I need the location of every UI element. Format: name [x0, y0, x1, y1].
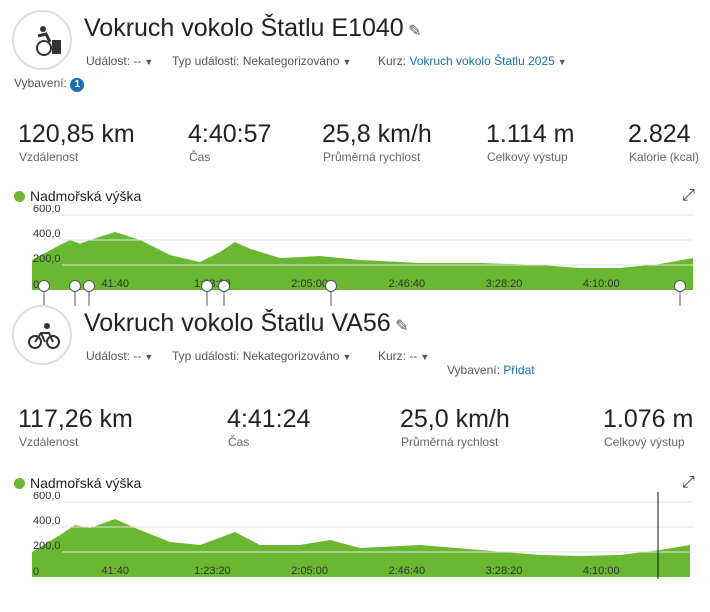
dropdown-caret[interactable]: ▼ — [557, 57, 567, 67]
field-value[interactable]: -- — [409, 349, 418, 363]
dropdown-caret[interactable]: ▼ — [420, 352, 430, 362]
y-tick-label: 0 — [33, 566, 39, 578]
field[interactable]: Typ události: Nekategorizováno ▼ — [172, 349, 351, 363]
expand-icon[interactable]: ⤢ — [682, 474, 695, 491]
lap-marker[interactable] — [38, 280, 50, 292]
equipment: Vybavení: 1 — [14, 76, 85, 92]
lap-marker[interactable] — [69, 280, 81, 292]
legend-label: Nadmořská výška — [30, 188, 142, 204]
equipment-value[interactable]: Přidat — [503, 363, 535, 377]
activity-icon — [12, 10, 72, 70]
y-tick-label: 600,0 — [33, 205, 61, 215]
x-tick-label: 1:23:20 — [194, 565, 231, 577]
y-tick-label: 0 — [33, 279, 39, 291]
field-label: Událost: — [86, 349, 131, 363]
equipment-value[interactable]: 1 — [70, 78, 85, 92]
stat-label: Čas — [228, 435, 250, 449]
dropdown-caret[interactable]: ▼ — [144, 352, 154, 362]
lap-marker[interactable] — [674, 280, 686, 292]
dropdown-caret[interactable]: ▼ — [342, 57, 352, 67]
legend[interactable]: Nadmořská výška — [14, 188, 141, 204]
field-value[interactable]: -- — [133, 349, 142, 363]
field[interactable]: Kurz: Vokruch vokolo Štatlu 2025 ▼ — [378, 54, 567, 68]
y-tick-label: 600,0 — [33, 492, 61, 502]
x-tick-label: 3:28:20 — [486, 278, 523, 290]
stat-label: Celkový výstup — [604, 435, 685, 449]
field[interactable]: Událost: -- ▼ — [86, 349, 153, 363]
x-tick-label: 4:10:00 — [583, 565, 620, 577]
field-value[interactable]: Nekategorizováno — [242, 349, 340, 363]
bike-icon — [36, 26, 61, 56]
field-label: Událost: — [86, 54, 131, 68]
x-tick-label: 41:40 — [101, 278, 129, 290]
edit-icon[interactable]: ✎ — [403, 23, 422, 40]
activity-title[interactable]: Vokruch vokolo Štatlu E1040 ✎ — [84, 14, 422, 42]
field-label: Typ události: — [172, 54, 240, 68]
edit-icon[interactable]: ✎ — [390, 318, 409, 335]
elevation-chart: 0200,0400,0600,041:401:23:202:05:002:46:… — [31, 205, 694, 306]
equipment: Vybavení: Přidat — [447, 363, 535, 377]
x-tick-label: 2:05:00 — [291, 565, 328, 577]
stat-value: 1.114 m — [486, 120, 575, 148]
elevation-area — [31, 232, 694, 290]
stat-label: Kalorie (kcal) — [629, 150, 700, 164]
stat-value: 25,8 km/h — [322, 120, 432, 148]
elevation-area — [31, 519, 691, 577]
y-tick-label: 200,0 — [33, 253, 61, 265]
x-tick-label: 2:46:40 — [388, 565, 425, 577]
equipment-label: Vybavení: — [14, 76, 67, 90]
stat-label: Vzdálenost — [19, 150, 79, 164]
stat-label: Celkový výstup — [487, 150, 568, 164]
legend-label: Nadmořská výška — [30, 475, 142, 491]
dropdown-caret[interactable]: ▼ — [144, 57, 154, 67]
stat-label: Průměrná rychlost — [401, 435, 499, 449]
x-tick-label: 2:46:40 — [388, 278, 425, 290]
equipment-label: Vybavení: — [447, 363, 500, 377]
stat-label: Průměrná rychlost — [323, 150, 421, 164]
elevation-chart: 0 200,0 400,0 600,0 41:40 1:23:20 2:05:00 2:46:… — [31, 492, 693, 579]
field[interactable]: Událost: -- ▼ — [86, 54, 153, 68]
stat-label: Vzdálenost — [19, 435, 79, 449]
field-label: Kurz: — [378, 349, 407, 363]
bike-icon — [28, 323, 60, 349]
y-tick-label: 400,0 — [33, 515, 61, 527]
x-tick-label: 3:28:20 — [486, 565, 523, 577]
y-tick-label: 400,0 — [33, 228, 61, 240]
legend-swatch — [14, 478, 25, 489]
dropdown-caret[interactable]: ▼ — [342, 352, 352, 362]
field[interactable]: Typ události: Nekategorizováno ▼ — [172, 54, 351, 68]
x-tick-label: 4:10:00 — [583, 278, 620, 290]
activity-icon — [12, 305, 72, 365]
stat-value: 120,85 km — [18, 120, 135, 148]
activity-title[interactable]: Vokruch vokolo Štatlu VA56 ✎ — [84, 309, 409, 337]
y-tick-label: 200,0 — [33, 540, 61, 552]
x-tick-label: 2:05:00 — [291, 278, 328, 290]
field-value[interactable]: Nekategorizováno — [242, 54, 340, 68]
x-tick-label: 41:40 — [101, 565, 129, 577]
lap-marker[interactable] — [218, 280, 230, 292]
field-label: Typ události: — [172, 349, 240, 363]
field-label: Kurz: — [378, 54, 407, 68]
expand-icon[interactable]: ⤢ — [682, 187, 695, 204]
lap-marker[interactable] — [83, 280, 95, 292]
legend-swatch — [14, 191, 25, 202]
field-value[interactable]: -- — [133, 54, 142, 68]
stat-value: 25,0 km/h — [400, 405, 510, 433]
lap-marker[interactable] — [201, 280, 213, 292]
stat-value: 117,26 km — [18, 405, 133, 433]
legend[interactable]: Nadmořská výška — [14, 475, 141, 491]
stat-value: 4:41:24 — [227, 405, 311, 433]
field[interactable]: Kurz: -- ▼ — [378, 349, 429, 363]
stat-value: 2.824 — [628, 120, 691, 148]
lap-marker[interactable] — [325, 280, 337, 292]
stat-value: 1.076 m — [603, 405, 694, 433]
stat-value: 4:40:57 — [188, 120, 272, 148]
stat-label: Čas — [189, 150, 211, 164]
field-value[interactable]: Vokruch vokolo Štatlu 2025 — [409, 54, 555, 68]
